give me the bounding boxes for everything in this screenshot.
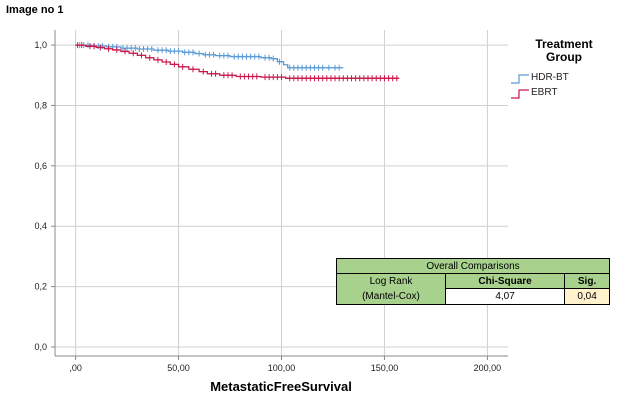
- figure-caption: Image no 1: [6, 4, 64, 16]
- censor-mark-ebrt: [229, 72, 235, 79]
- legend-label-hdr-bt: HDR-BT: [531, 72, 569, 83]
- censor-mark-hdr-bt: [149, 46, 155, 53]
- censor-mark-hdr-bt: [196, 50, 202, 57]
- chi-square-value: 4,07: [444, 288, 566, 305]
- censor-mark-hdr-bt: [132, 45, 138, 52]
- censor-mark-ebrt: [138, 52, 144, 59]
- censor-mark-hdr-bt: [176, 48, 182, 55]
- test-name-line2: (Mantel-Cox): [362, 291, 420, 302]
- censor-mark-hdr-bt: [326, 64, 332, 71]
- overall-comparisons-table: Overall Comparisons Log Rank (Mantel-Cox…: [336, 258, 610, 305]
- censor-mark-hdr-bt: [225, 52, 231, 59]
- x-tick-label: 150,00: [371, 363, 399, 373]
- censor-mark-ebrt: [97, 44, 103, 51]
- y-tick-label: 1,0: [34, 40, 47, 50]
- y-tick-label: 0,2: [34, 282, 47, 292]
- censor-mark-hdr-bt: [190, 49, 196, 56]
- censor-mark-ebrt: [114, 46, 120, 53]
- censor-mark-ebrt: [155, 56, 161, 63]
- censor-mark-hdr-bt: [320, 64, 326, 71]
- x-tick-label: 200,00: [474, 363, 502, 373]
- chart-tick-labels: ,00 50,00 100,00 150,00 200,00 0,0 0,2 0,4 0,6 0,…: [34, 40, 501, 373]
- censor-mark-ebrt: [279, 74, 284, 81]
- sig-header: Sig.: [564, 273, 610, 289]
- chi-square-header: Chi-Square: [444, 273, 566, 289]
- censor-mark-ebrt: [130, 50, 136, 57]
- censor-mark-ebrt: [91, 43, 97, 50]
- censor-mark-ebrt: [254, 73, 260, 80]
- censor-mark-ebrt: [190, 66, 196, 73]
- x-axis-label: MetastaticFreeSurvival: [210, 379, 352, 394]
- chart-axes: [51, 30, 508, 360]
- legend-swatch-hdr-bt: [511, 74, 529, 84]
- chart-series: [75, 42, 400, 82]
- censor-mark-ebrt: [79, 42, 85, 49]
- test-name-line1: Log Rank: [369, 276, 413, 287]
- legend-label-ebrt: EBRT: [531, 87, 558, 98]
- y-tick-label: 0,4: [34, 221, 47, 231]
- legend-title-line2: Group: [546, 50, 582, 64]
- censor-mark-ebrt: [171, 61, 177, 68]
- sig-value: 0,04: [564, 288, 610, 305]
- y-tick-label: 0,8: [34, 100, 47, 110]
- censor-mark-hdr-bt: [211, 51, 217, 58]
- censor-mark-ebrt: [106, 45, 112, 52]
- censor-mark-ebrt: [180, 63, 186, 70]
- censor-mark-hdr-bt: [336, 64, 342, 71]
- y-tick-label: 0,0: [34, 342, 47, 352]
- table-header: Overall Comparisons: [336, 258, 610, 274]
- censor-mark-hdr-bt: [266, 54, 272, 61]
- censor-mark-hdr-bt: [163, 47, 169, 54]
- y-tick-label: 0,6: [34, 161, 47, 171]
- censor-mark-hdr-bt: [270, 55, 276, 62]
- censor-mark-hdr-bt: [276, 58, 282, 65]
- censor-mark-ebrt: [147, 54, 153, 61]
- survival-curve-ebrt: [75, 44, 399, 79]
- censor-mark-ebrt: [122, 48, 128, 55]
- x-tick-label: 50,00: [167, 363, 190, 373]
- censor-mark-ebrt: [213, 70, 219, 77]
- legend-swatch-ebrt: [511, 89, 529, 99]
- x-tick-label: 100,00: [268, 363, 296, 373]
- censor-mark-ebrt: [394, 75, 400, 82]
- test-name-cell: Log Rank (Mantel-Cox): [336, 273, 446, 305]
- legend-title: Treatment Group: [516, 38, 612, 64]
- censor-mark-hdr-bt: [256, 53, 262, 60]
- censor-mark-ebrt: [163, 58, 169, 65]
- censor-mark-ebrt: [200, 68, 206, 75]
- x-tick-label: ,00: [69, 363, 82, 373]
- legend-title-line1: Treatment: [535, 37, 593, 51]
